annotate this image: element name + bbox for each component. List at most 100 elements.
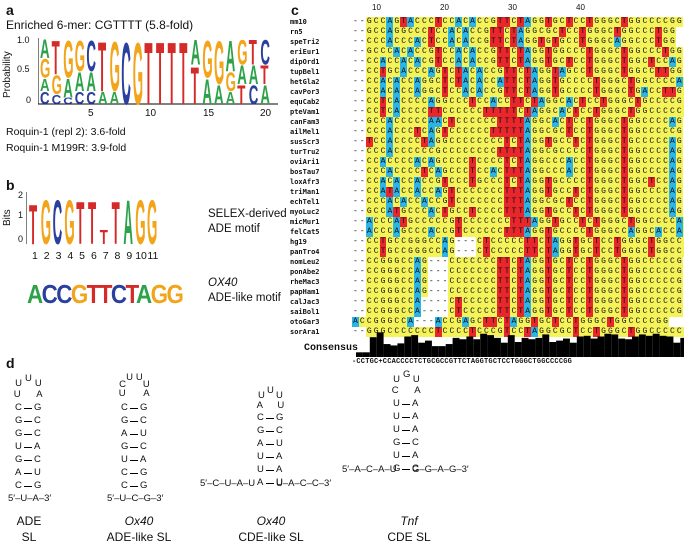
alignment-cell: G [600,167,607,177]
alignment-cell: G [551,307,559,317]
alignment-cell: G [668,17,676,27]
alignment-cell: G [641,107,649,117]
alignment-cell: T [496,257,504,267]
alignment-cell: G [593,167,601,177]
struct-2-tail: 5′–U–C–G–3′ [107,493,164,504]
alignment-cell: - [358,37,366,47]
alignment-cell: G [668,27,676,37]
alignment-cell: G [634,147,642,157]
alignment-cell: A [524,307,532,317]
alignment-cell: G [600,57,607,67]
alignment-cell: C [469,107,477,117]
alignment-cell: T [586,57,594,67]
alignment-cell: C [420,217,428,227]
alignment-cell: A [524,147,532,157]
alignment-cell: G [641,97,649,107]
alignment-cell: C [393,197,401,207]
alignment-cell: C [662,77,669,87]
alignment-cell: C [586,327,594,337]
alignment-cell: G [420,257,428,267]
alignment-cell: C [586,247,594,257]
alignment-cell: T [593,327,601,337]
alignment-cell: - [358,77,366,87]
alignment-cell: G [531,197,539,207]
alignment-cell: C [613,207,621,217]
alignment-cell: G [606,277,614,287]
alignment-cell: G [538,77,545,87]
alignment-cell: C [600,317,607,327]
alignment-cell: - [358,327,366,337]
stem-nucleotide: A [257,438,264,449]
alignment-cell: - [414,317,421,327]
alignment-cell: G [675,97,683,107]
alignment-cell: G [538,137,545,147]
alignment-cell: C [448,97,456,107]
alignment-cell: T [510,147,518,157]
panel-a-note-1: Roquin-1 (repl 2): 3.6-fold [6,126,126,138]
alignment-cell: C [572,87,580,97]
alignment-cell: C [476,107,483,117]
logo-a-letter: G [226,68,236,97]
alignment-cell: T [579,97,587,107]
alignment-cell: C [372,237,380,247]
alignment-cell: C [448,317,456,327]
loop-nucleotide: U [135,371,143,383]
alignment-cell: G [668,47,676,57]
alignment-cell: C [613,117,621,127]
alignment-cell: G [662,247,669,257]
alignment-cell: C [372,147,380,157]
alignment-cell: C [572,77,580,87]
alignment-cell: C [579,197,587,207]
stem-nucleotide: U [276,438,283,449]
alignment-cell: C [648,147,656,157]
alignment-cell: C [482,207,490,217]
panel-b-caption-2: ADE motif [208,223,260,235]
alignment-cell: A [524,117,532,127]
alignment-cell: G [565,237,573,247]
alignment-cell: - [434,287,442,297]
alignment-cell: A [414,87,421,97]
alignment-cell: A [393,187,401,197]
alignment-cell: C [572,197,580,207]
logo-a-letter: T [52,38,60,85]
alignment-cell: A [469,17,477,27]
struct-3-name: Ox40 [256,514,286,528]
alignment-cell: C [558,297,566,307]
alignment-cell: C [365,287,373,297]
panel-b-ylabel: Bits [2,209,13,226]
alignment-cell: C [427,197,435,207]
alignment-cell: C [648,97,656,107]
alignment-cell: - [352,267,359,277]
alignment-cell: G [682,87,684,97]
alignment-cell: G [593,57,601,67]
alignment-cell: C [462,297,470,307]
alignment-cell: G [600,197,607,207]
alignment-cell: C [476,157,483,167]
ox40-base: G [166,279,183,309]
alignment-cell: G [538,127,545,137]
alignment-cell: - [352,107,359,117]
alignment-cell: C [489,287,497,297]
alignment-cell: C [379,197,387,207]
alignment-cell: A [379,157,387,167]
alignment-cell: C [482,267,490,277]
alignment-cell: C [441,107,449,117]
alignment-cell: G [593,307,601,317]
alignment-cell: G [531,157,539,167]
alignment-cell: G [414,237,421,247]
alignment-cell: C [648,217,656,227]
alignment-cell: T [414,127,421,137]
alignment-cell: C [641,277,649,287]
logo-a-letter: T [98,38,106,106]
struct-3-subtitle: CDE-like SL [238,530,304,544]
alignment-cell: C [558,117,566,127]
alignment-cell: G [496,87,504,97]
alignment-cell: G [538,167,545,177]
alignment-cell: C [579,177,587,187]
alignment-cell: C [613,307,621,317]
alignment-cell: C [400,107,408,117]
alignment-cell: C [510,177,518,187]
loop-nucleotide: U [25,373,32,384]
